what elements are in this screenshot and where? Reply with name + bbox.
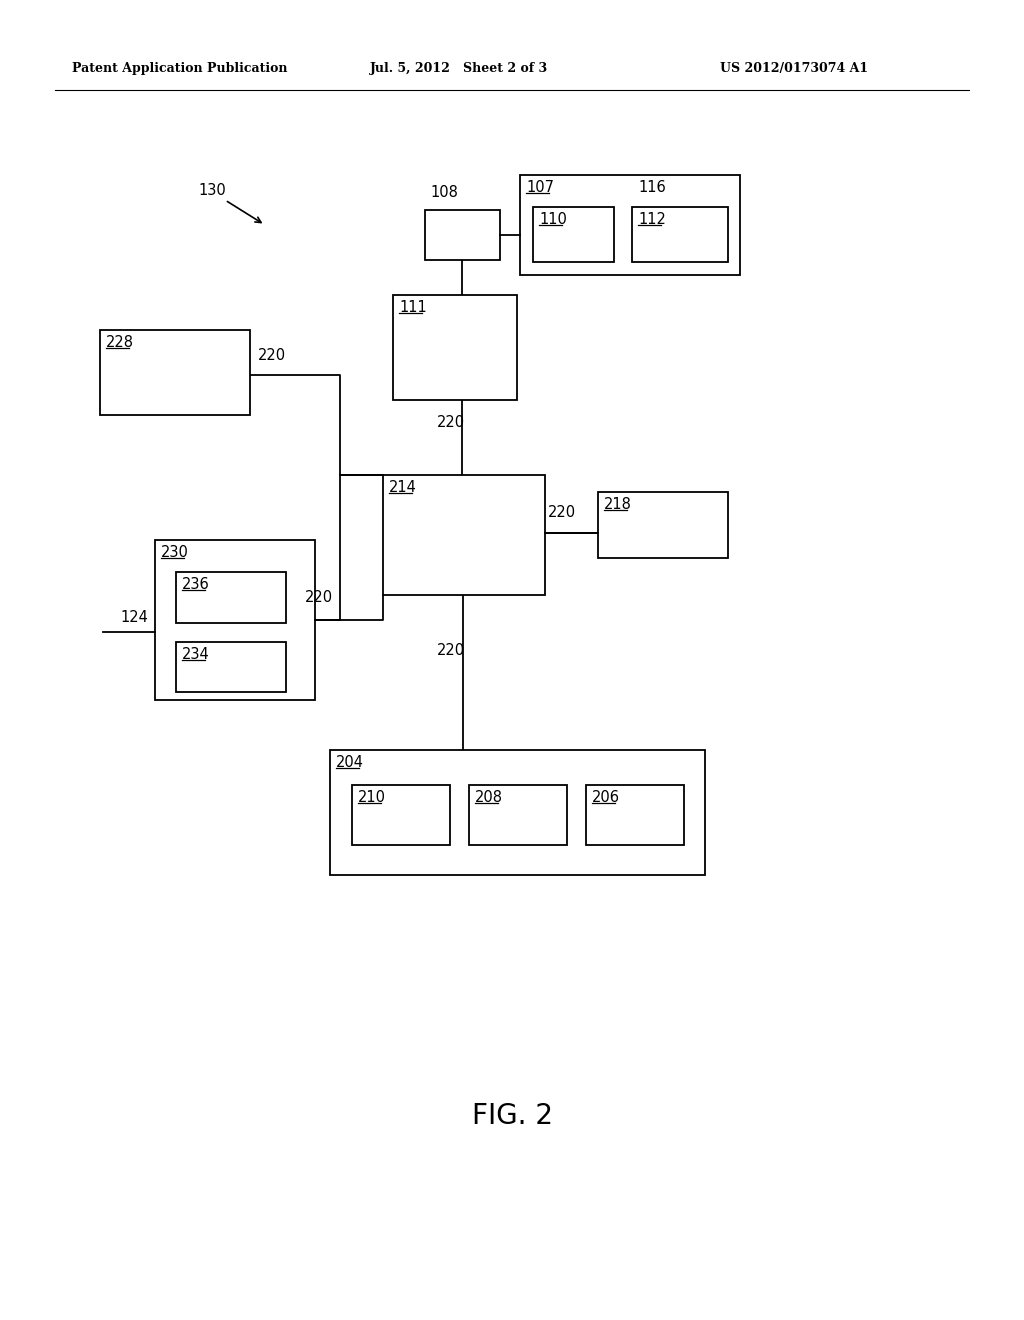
- Text: 130: 130: [198, 183, 225, 198]
- Text: US 2012/0173074 A1: US 2012/0173074 A1: [720, 62, 868, 75]
- Text: 112: 112: [638, 213, 666, 227]
- Bar: [469, 785, 567, 845]
- Text: 108: 108: [430, 185, 458, 201]
- Text: 228: 228: [106, 335, 134, 350]
- Text: 230: 230: [161, 545, 188, 560]
- Text: 124: 124: [120, 610, 147, 624]
- Text: 236: 236: [182, 577, 210, 591]
- Text: Jul. 5, 2012   Sheet 2 of 3: Jul. 5, 2012 Sheet 2 of 3: [370, 62, 548, 75]
- Text: Patent Application Publication: Patent Application Publication: [72, 62, 288, 75]
- Bar: [393, 294, 517, 400]
- Bar: [598, 492, 728, 558]
- Text: 220: 220: [548, 506, 577, 520]
- Text: 220: 220: [258, 348, 286, 363]
- Text: 107: 107: [526, 180, 554, 195]
- Bar: [425, 210, 500, 260]
- Bar: [534, 207, 614, 261]
- Text: 208: 208: [475, 789, 503, 805]
- Bar: [330, 750, 705, 875]
- Text: 111: 111: [399, 300, 427, 315]
- Bar: [383, 475, 545, 595]
- Bar: [586, 785, 684, 845]
- Text: 220: 220: [437, 414, 465, 430]
- Text: 234: 234: [182, 647, 210, 663]
- Text: 214: 214: [389, 480, 417, 495]
- Text: 116: 116: [638, 180, 666, 195]
- Bar: [176, 572, 286, 623]
- Text: 110: 110: [539, 213, 567, 227]
- Bar: [155, 540, 315, 700]
- Text: 210: 210: [358, 789, 386, 805]
- Bar: [632, 207, 728, 261]
- Text: 220: 220: [305, 590, 333, 605]
- Bar: [176, 642, 286, 692]
- Bar: [352, 785, 450, 845]
- Bar: [100, 330, 250, 414]
- Text: 204: 204: [336, 755, 364, 770]
- Text: 206: 206: [592, 789, 620, 805]
- Bar: [520, 176, 740, 275]
- Text: FIG. 2: FIG. 2: [471, 1102, 553, 1130]
- Text: 218: 218: [604, 498, 632, 512]
- Text: 220: 220: [437, 643, 465, 657]
